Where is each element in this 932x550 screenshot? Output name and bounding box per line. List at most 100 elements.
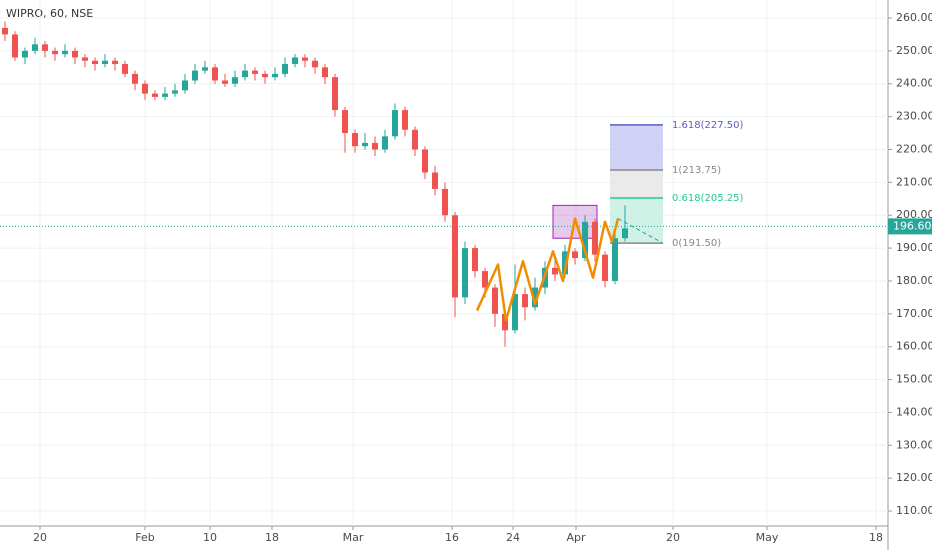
- candle-body: [232, 77, 238, 84]
- candle-body: [172, 90, 178, 94]
- candle-body: [552, 267, 558, 275]
- x-tick-label: 24: [506, 531, 520, 544]
- candle-body: [572, 251, 578, 258]
- last-price-label: 196.60: [893, 219, 932, 232]
- x-tick-label: 20: [33, 531, 47, 544]
- pattern-line: [475, 217, 620, 322]
- candle-body: [562, 251, 568, 275]
- fib-label: 1.618(227.50): [672, 120, 744, 131]
- y-tick-label: 140.00: [896, 405, 932, 418]
- candle-body: [482, 271, 488, 288]
- fib-label: 0(191.50): [672, 238, 721, 249]
- candle-body: [322, 67, 328, 78]
- candle-body: [622, 228, 628, 239]
- y-tick-label: 240.00: [896, 77, 932, 90]
- candle-body: [212, 67, 218, 81]
- candle-body: [352, 133, 358, 147]
- x-tick-label: 10: [203, 531, 217, 544]
- candle-body: [612, 238, 618, 281]
- x-tick-label: 18: [869, 531, 883, 544]
- candle-body: [332, 77, 338, 111]
- y-tick-label: 200.00: [896, 208, 932, 221]
- candle-body: [452, 215, 458, 298]
- candle-body: [432, 172, 438, 189]
- candle-body: [492, 287, 498, 314]
- candle-body: [102, 60, 108, 65]
- candle-body: [462, 248, 468, 298]
- candle-body: [62, 50, 68, 55]
- candle-body: [442, 188, 448, 216]
- candle-body: [512, 294, 518, 331]
- candle-body: [522, 294, 528, 308]
- candle-body: [382, 136, 388, 150]
- candle-body: [112, 60, 118, 65]
- candle-body: [302, 57, 308, 61]
- candle-body: [402, 110, 408, 130]
- candle-body: [202, 67, 208, 71]
- candle-body: [72, 50, 78, 58]
- x-tick-label: Feb: [135, 531, 154, 544]
- fib-label: 0.618(205.25): [672, 193, 744, 204]
- candle-body: [532, 287, 538, 308]
- candle-body: [192, 70, 198, 81]
- candle-body: [312, 60, 318, 68]
- candle-body: [592, 221, 598, 255]
- candle-body: [182, 80, 188, 91]
- candle-body: [602, 254, 608, 281]
- x-tick-label: Apr: [566, 531, 586, 544]
- y-tick-label: 180.00: [896, 274, 932, 287]
- candle-body: [92, 60, 98, 65]
- candle-body: [362, 142, 368, 147]
- candle-body: [342, 110, 348, 134]
- y-tick-label: 190.00: [896, 241, 932, 254]
- fib-zone: [610, 197, 663, 244]
- x-tick-label: Mar: [343, 531, 364, 544]
- candle-body: [472, 248, 478, 272]
- candle-body: [372, 142, 378, 150]
- grid: [0, 0, 888, 526]
- candle-body: [162, 93, 168, 97]
- candle-body: [142, 83, 148, 94]
- candle-body: [292, 57, 298, 65]
- candle-body: [422, 149, 428, 173]
- fib-label: 1(213.75): [672, 165, 721, 176]
- candle-body: [282, 64, 288, 74]
- candle-body: [82, 57, 88, 61]
- x-tick-label: May: [756, 531, 779, 544]
- candle-body: [52, 50, 58, 55]
- last-price-tag: [888, 218, 932, 235]
- x-tick-label: 20: [666, 531, 680, 544]
- y-tick-label: 160.00: [896, 340, 932, 353]
- candle-body: [32, 44, 38, 51]
- y-tick-label: 220.00: [896, 142, 932, 155]
- candle-body: [132, 73, 138, 84]
- candle-body: [152, 93, 158, 97]
- candle-body: [502, 313, 508, 331]
- fib-zone: [610, 170, 663, 198]
- candle-body: [222, 80, 228, 84]
- y-tick-label: 130.00: [896, 438, 932, 451]
- candle-body: [392, 110, 398, 137]
- candle-body: [252, 70, 258, 74]
- candle-body: [122, 64, 128, 74]
- candle-body: [272, 73, 278, 78]
- y-tick-label: 170.00: [896, 307, 932, 320]
- x-tick-label: 18: [265, 531, 279, 544]
- y-tick-label: 210.00: [896, 175, 932, 188]
- candle-body: [22, 50, 28, 58]
- candle-body: [242, 70, 248, 78]
- y-tick-label: 260.00: [896, 11, 932, 24]
- chart-title: WIPRO, 60, NSE: [6, 7, 93, 20]
- y-tick-label: 250.00: [896, 44, 932, 57]
- y-tick-label: 120.00: [896, 471, 932, 484]
- fib-zone: [610, 124, 663, 171]
- candle-body: [42, 44, 48, 51]
- candle-body: [262, 73, 268, 78]
- candle-body: [412, 129, 418, 150]
- candle-body: [2, 27, 8, 35]
- x-tick-label: 16: [445, 531, 459, 544]
- y-tick-label: 150.00: [896, 373, 932, 386]
- projection-line: [617, 218, 664, 244]
